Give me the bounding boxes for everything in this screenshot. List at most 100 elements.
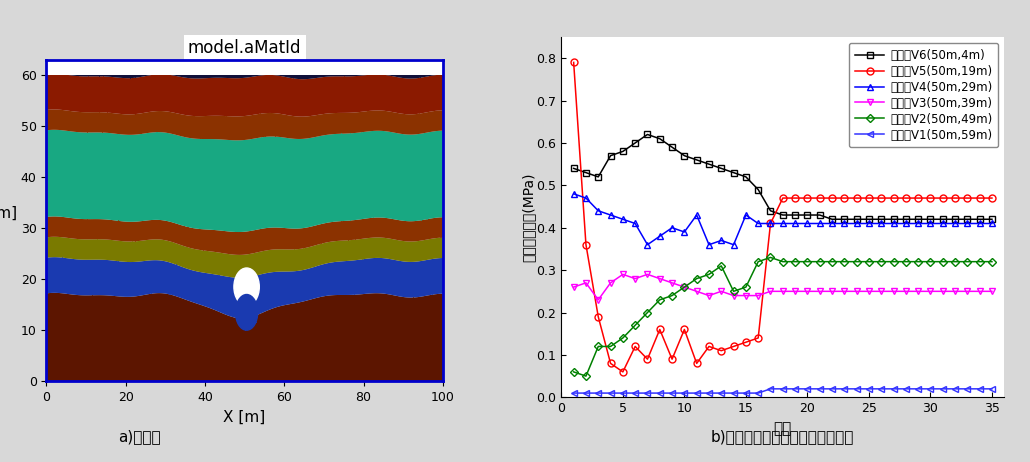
- Point: [323, 118, 340, 126]
- Point: [117, 57, 134, 64]
- Point: [412, 284, 428, 292]
- Point: [306, 270, 322, 278]
- Point: [164, 315, 180, 322]
- Point: [244, 313, 261, 321]
- Point: [85, 219, 102, 226]
- Point: [201, 312, 217, 320]
- Point: [297, 351, 313, 358]
- Point: [253, 206, 270, 213]
- Point: [172, 146, 188, 154]
- Point: [397, 204, 413, 212]
- Point: [148, 322, 165, 329]
- Point: [124, 74, 140, 82]
- Point: [102, 81, 118, 89]
- Point: [238, 316, 254, 323]
- Point: [190, 307, 206, 314]
- Point: [182, 101, 199, 109]
- Point: [430, 298, 446, 306]
- Point: [56, 183, 72, 190]
- Point: [62, 116, 78, 123]
- Point: [96, 191, 112, 199]
- Point: [217, 122, 234, 130]
- Point: [391, 86, 408, 93]
- Point: [329, 196, 345, 203]
- Point: [222, 179, 239, 186]
- Point: [231, 226, 247, 233]
- Point: [242, 336, 259, 343]
- Point: [392, 279, 409, 286]
- Point: [126, 281, 142, 288]
- Point: [196, 162, 212, 170]
- Point: [340, 205, 356, 213]
- Point: [64, 304, 80, 312]
- Point: [99, 124, 115, 131]
- 监测点V2(50m,49m): [654, 297, 666, 303]
- Point: [256, 206, 273, 213]
- Point: [252, 85, 269, 93]
- Point: [415, 159, 432, 167]
- Point: [342, 253, 358, 260]
- Point: [256, 179, 273, 186]
- Point: [142, 94, 159, 102]
- Point: [202, 180, 218, 188]
- Point: [132, 196, 148, 204]
- Point: [168, 65, 184, 73]
- Point: [94, 305, 110, 312]
- Point: [122, 103, 138, 110]
- Point: [158, 287, 174, 294]
- Point: [431, 125, 447, 132]
- Point: [354, 216, 371, 224]
- Point: [311, 308, 328, 316]
- Point: [243, 313, 260, 321]
- Point: [224, 157, 240, 164]
- Point: [162, 93, 178, 101]
- Point: [232, 298, 248, 306]
- Point: [123, 151, 139, 158]
- Point: [372, 66, 388, 73]
- 监测点V4(50m,29m): [924, 221, 936, 226]
- Point: [264, 215, 280, 222]
- Point: [277, 349, 294, 356]
- Point: [191, 77, 207, 84]
- Point: [404, 94, 420, 101]
- Point: [61, 128, 77, 135]
- Point: [199, 319, 215, 327]
- Point: [137, 172, 153, 179]
- Point: [403, 103, 419, 110]
- Point: [237, 319, 253, 326]
- Point: [127, 137, 143, 144]
- Point: [112, 360, 129, 368]
- Point: [188, 346, 205, 354]
- Point: [310, 281, 327, 289]
- Point: [119, 184, 136, 192]
- Point: [434, 74, 450, 81]
- Point: [330, 367, 346, 375]
- Point: [315, 188, 332, 196]
- Point: [238, 312, 254, 320]
- Point: [210, 58, 227, 65]
- 监测点V5(50m,19m): [752, 335, 764, 341]
- Point: [224, 315, 240, 322]
- Point: [370, 356, 386, 364]
- Point: [318, 345, 335, 353]
- Point: [220, 253, 237, 261]
- Point: [324, 198, 341, 206]
- Point: [164, 264, 180, 271]
- Point: [302, 305, 318, 312]
- Point: [356, 158, 373, 166]
- Point: [379, 241, 396, 249]
- Point: [291, 62, 308, 70]
- Point: [100, 121, 116, 128]
- Point: [391, 142, 408, 149]
- 监测点V4(50m,29m): [715, 237, 727, 243]
- Point: [240, 309, 256, 316]
- Point: [275, 251, 291, 258]
- Point: [143, 159, 160, 167]
- Point: [116, 243, 133, 250]
- Point: [416, 154, 433, 161]
- Point: [98, 324, 114, 331]
- Point: [258, 82, 274, 89]
- Point: [68, 73, 84, 81]
- Point: [289, 158, 306, 165]
- Point: [309, 78, 325, 85]
